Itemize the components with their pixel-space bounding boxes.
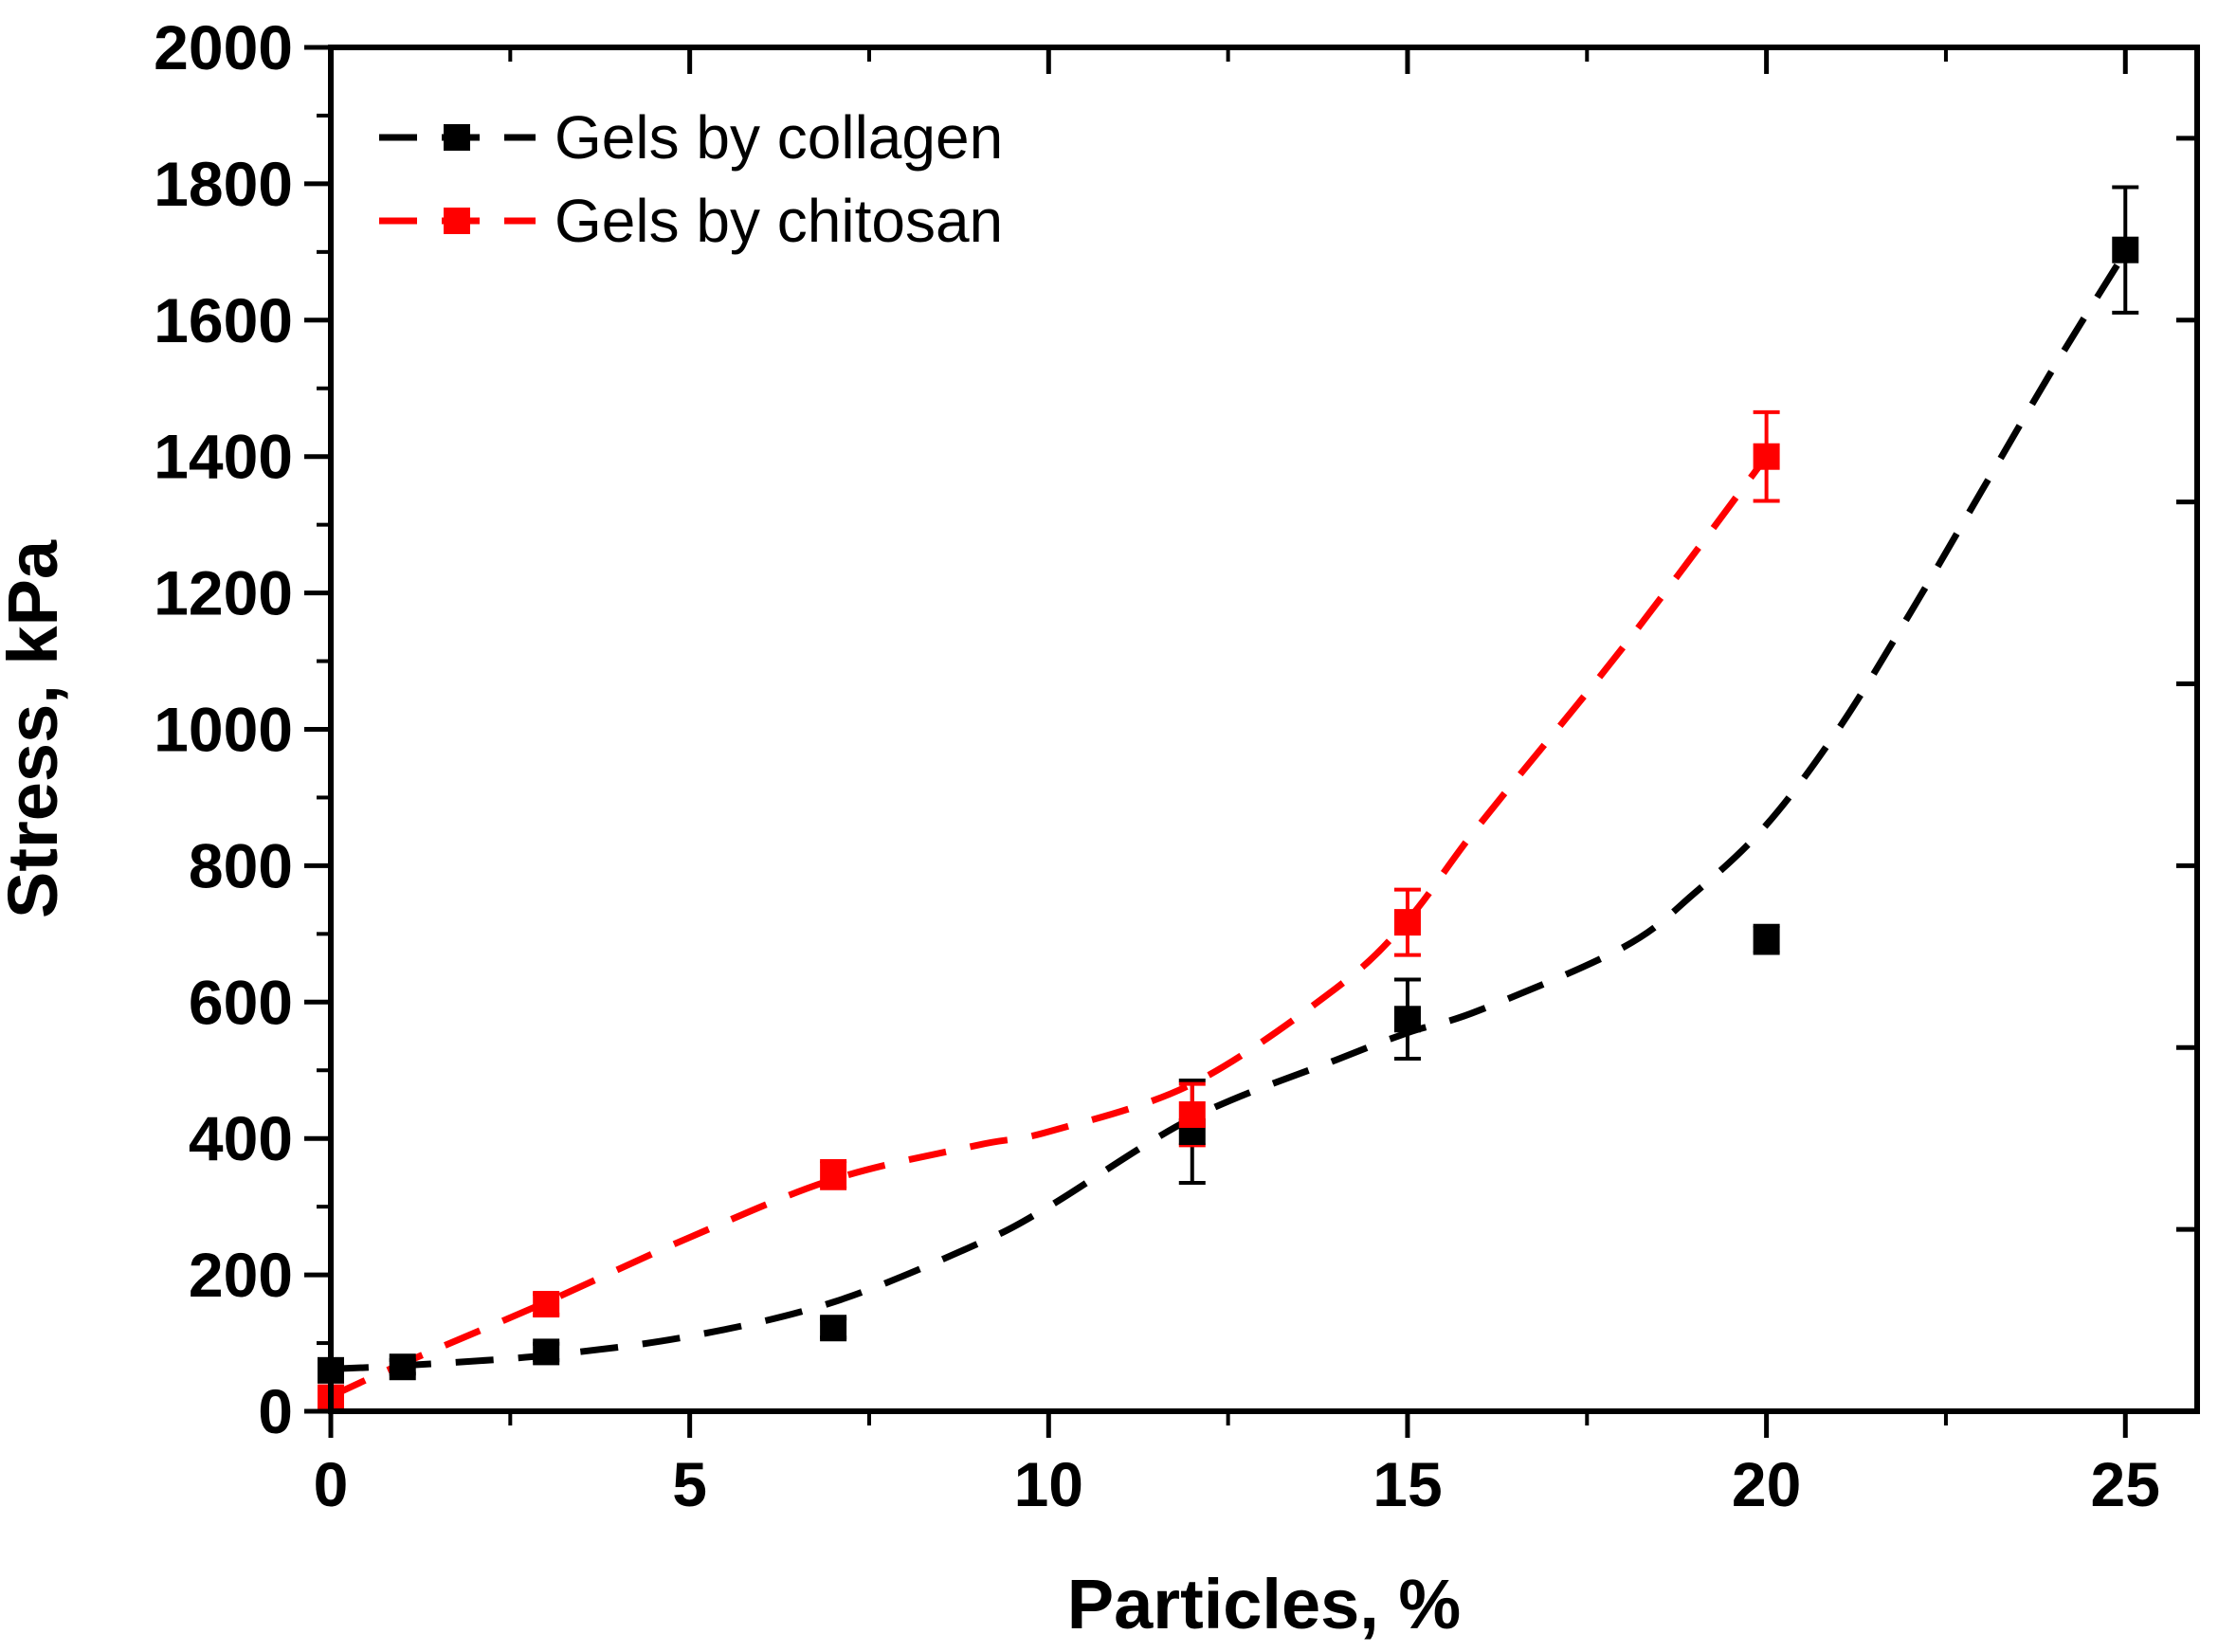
- y-tick-label: 600: [189, 967, 293, 1037]
- fit-line-series-0: [330, 250, 2129, 1372]
- y-tick-label: 1600: [154, 285, 293, 355]
- legend-marker: [444, 124, 470, 151]
- legend-item: Gels by chitosan: [379, 187, 1003, 255]
- data-point: [2112, 236, 2139, 263]
- data-point: [1393, 909, 1421, 936]
- data-point: [533, 1291, 560, 1318]
- y-axis-title: Stress, kPa: [0, 539, 72, 918]
- x-axis-title: Particles, %: [1067, 1565, 1461, 1643]
- error-bars: [318, 185, 2139, 1404]
- y-tick-label: 1400: [154, 422, 293, 492]
- legend: Gels by collagen Gels by chitosan: [379, 103, 1003, 255]
- y-tick-label: 2000: [154, 12, 293, 82]
- y-tick-label: 1000: [154, 695, 293, 765]
- data-markers: [318, 236, 2139, 1411]
- fit-lines: [329, 250, 2129, 1400]
- x-tick-label: 0: [314, 1449, 349, 1519]
- x-tick-label: 10: [1014, 1449, 1083, 1519]
- y-tick-label: 1800: [154, 149, 293, 219]
- data-point: [1178, 1101, 1206, 1129]
- fit-line-series-1: [329, 454, 1770, 1400]
- axis-ticks: [304, 45, 2197, 1438]
- data-point: [1393, 1006, 1421, 1033]
- y-tick-label: 400: [189, 1103, 293, 1173]
- data-point: [1753, 926, 1780, 953]
- y-tick-labels: 0 200 400 600 800 1000 1200 1400 1600 1800 2000: [154, 12, 293, 1446]
- y-tick-label: 1200: [154, 558, 293, 628]
- data-point: [820, 1161, 847, 1189]
- legend-item: Gels by collagen: [379, 103, 1003, 172]
- legend-label: Gels by chitosan: [554, 187, 1003, 255]
- data-point: [389, 1353, 416, 1381]
- y-tick-label: 800: [189, 830, 293, 900]
- y-tick-label: 0: [258, 1376, 293, 1446]
- y-tick-label: 200: [189, 1240, 293, 1310]
- x-tick-label: 5: [672, 1449, 707, 1519]
- legend-label: Gels by collagen: [554, 103, 1003, 172]
- data-point: [533, 1338, 560, 1366]
- data-point: [820, 1315, 847, 1342]
- x-tick-label: 20: [1732, 1449, 1801, 1519]
- x-tick-label: 15: [1373, 1449, 1442, 1519]
- data-point: [1753, 443, 1780, 470]
- x-tick-labels: 0 5 10 15 20 25: [314, 1449, 2160, 1519]
- x-tick-label: 25: [2091, 1449, 2160, 1519]
- legend-marker: [444, 208, 470, 234]
